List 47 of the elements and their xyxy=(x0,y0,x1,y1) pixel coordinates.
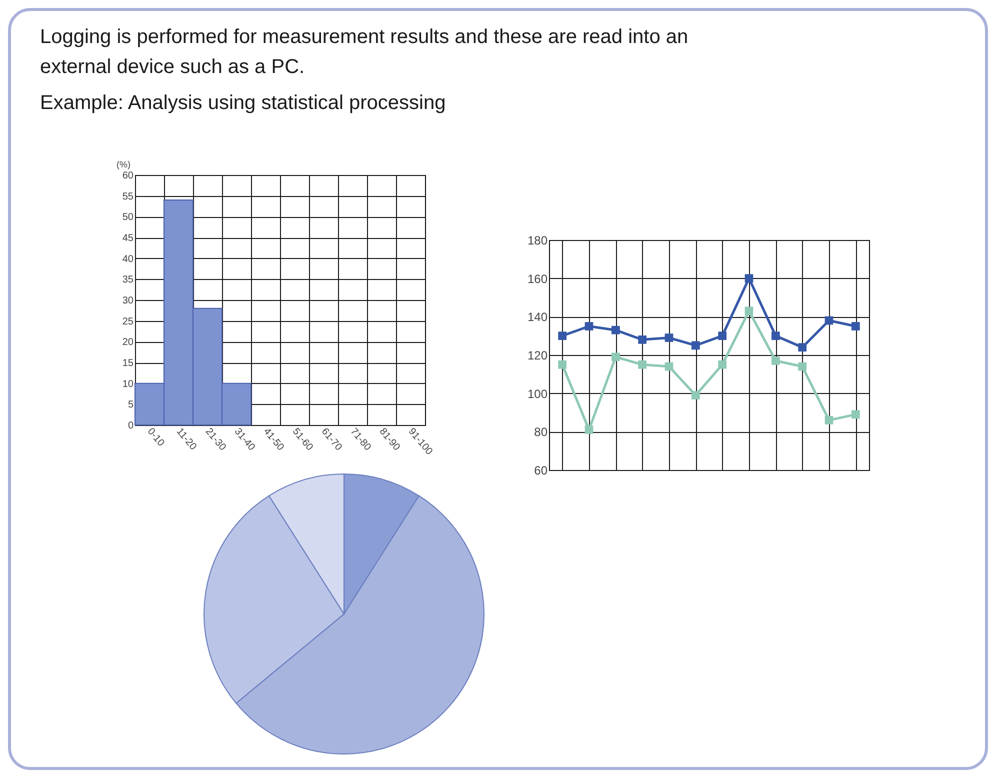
point xyxy=(638,360,647,369)
y-tick-label: 45 xyxy=(122,233,134,244)
point xyxy=(584,322,594,330)
y-tick-label: 10 xyxy=(122,378,134,390)
point xyxy=(638,335,647,344)
y-tick-label: 140 xyxy=(527,310,548,324)
point xyxy=(744,274,754,283)
y-tick-label: 100 xyxy=(527,386,548,401)
point xyxy=(611,326,620,334)
y-tick-label: 60 xyxy=(122,170,134,182)
point xyxy=(744,306,754,316)
point xyxy=(691,391,700,400)
y-tick-label: 40 xyxy=(122,254,134,265)
y-tick-label: 15 xyxy=(122,358,134,369)
point xyxy=(851,410,860,419)
y-tick-label: 5 xyxy=(128,400,134,411)
text: Logging is performed for measurement results and these are read into an external device such as a PC. xyxy=(40,25,690,80)
point xyxy=(824,316,834,325)
point xyxy=(771,356,780,365)
point xyxy=(851,322,860,330)
y-tick-label: 0 xyxy=(128,420,134,432)
y-tick-label: 180 xyxy=(527,234,548,248)
point xyxy=(824,416,834,424)
y-tick-label: 55 xyxy=(122,191,134,202)
point xyxy=(664,362,674,371)
point xyxy=(664,334,674,342)
point xyxy=(798,343,807,352)
y-tick-label: 80 xyxy=(534,425,548,440)
point xyxy=(558,332,567,340)
y-tick-label: 20 xyxy=(122,337,134,348)
y-tick-label: 120 xyxy=(527,348,548,362)
point xyxy=(558,360,567,369)
point xyxy=(798,362,807,371)
y-tick-label: 60 xyxy=(534,464,548,478)
y-axis-title: (%) xyxy=(116,160,130,170)
point xyxy=(718,332,727,340)
y-tick-label: 160 xyxy=(527,272,548,286)
text: Example: Analysis using statistical processing xyxy=(40,91,447,116)
y-tick-label: 50 xyxy=(122,212,134,224)
point xyxy=(771,332,780,340)
point xyxy=(584,426,594,434)
y-tick-label: 35 xyxy=(122,274,134,286)
y-tick-label: 30 xyxy=(122,296,134,306)
point xyxy=(611,352,620,362)
y-tick-label: 25 xyxy=(122,316,134,328)
point xyxy=(691,341,700,350)
point xyxy=(718,360,727,369)
